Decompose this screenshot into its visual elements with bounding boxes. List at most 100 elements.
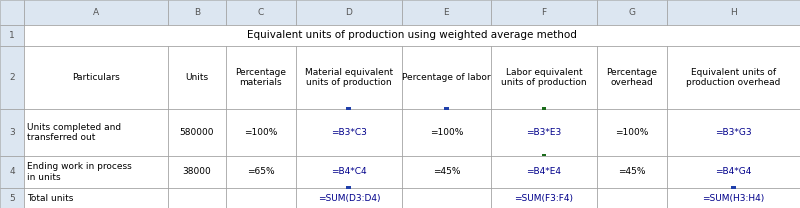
- Bar: [226, 109, 296, 156]
- Bar: [667, 109, 800, 156]
- Bar: [296, 109, 402, 156]
- Bar: [542, 154, 546, 156]
- Text: =45%: =45%: [618, 167, 646, 176]
- Bar: [597, 109, 667, 156]
- Bar: [296, 46, 402, 109]
- Bar: [402, 0, 491, 25]
- Bar: [0, 188, 24, 208]
- Text: =100%: =100%: [430, 128, 463, 137]
- Bar: [226, 156, 296, 188]
- Bar: [24, 188, 168, 208]
- Bar: [226, 156, 296, 188]
- Bar: [226, 188, 296, 208]
- Bar: [597, 156, 667, 188]
- Bar: [597, 0, 667, 25]
- Text: 4: 4: [9, 167, 15, 176]
- Text: Ending work in process
in units: Ending work in process in units: [27, 162, 132, 182]
- Bar: [597, 188, 667, 208]
- Bar: [0, 156, 24, 188]
- Bar: [402, 109, 491, 156]
- Text: E: E: [443, 8, 450, 17]
- Bar: [402, 46, 491, 109]
- Bar: [24, 156, 168, 188]
- Bar: [226, 46, 296, 109]
- Text: 2: 2: [9, 73, 15, 82]
- Bar: [667, 156, 800, 188]
- Bar: [667, 0, 800, 25]
- Bar: [0, 0, 24, 25]
- Text: 1: 1: [9, 31, 15, 40]
- Text: =100%: =100%: [615, 128, 649, 137]
- Bar: [168, 109, 226, 156]
- Bar: [402, 188, 491, 208]
- Text: =B4*C4: =B4*C4: [331, 167, 366, 176]
- Text: Equivalent units of production using weighted average method: Equivalent units of production using wei…: [247, 30, 577, 40]
- Bar: [491, 109, 597, 156]
- Bar: [24, 188, 168, 208]
- Text: Units: Units: [186, 73, 208, 82]
- Bar: [0, 109, 24, 156]
- Bar: [168, 0, 226, 25]
- Bar: [226, 188, 296, 208]
- Bar: [597, 0, 667, 25]
- Bar: [24, 0, 168, 25]
- Bar: [402, 0, 491, 25]
- Text: C: C: [258, 8, 264, 17]
- Bar: [24, 46, 168, 109]
- Bar: [24, 46, 168, 109]
- Text: F: F: [542, 8, 546, 17]
- Bar: [296, 188, 402, 208]
- Bar: [296, 109, 402, 156]
- Text: =65%: =65%: [247, 167, 274, 176]
- Bar: [168, 46, 226, 109]
- Bar: [597, 188, 667, 208]
- Bar: [597, 109, 667, 156]
- Bar: [168, 0, 226, 25]
- Text: 5: 5: [9, 193, 15, 203]
- Bar: [296, 156, 402, 188]
- Text: Total units: Total units: [27, 193, 74, 203]
- Text: =B3*E3: =B3*E3: [526, 128, 562, 137]
- Bar: [597, 46, 667, 109]
- Bar: [346, 107, 351, 110]
- Text: 580000: 580000: [179, 128, 214, 137]
- Bar: [0, 156, 24, 188]
- Bar: [168, 46, 226, 109]
- Text: Units completed and
transferred out: Units completed and transferred out: [27, 123, 122, 142]
- Bar: [667, 156, 800, 188]
- Text: Percentage of labor: Percentage of labor: [402, 73, 490, 82]
- Text: Labor equivalent
units of production: Labor equivalent units of production: [501, 68, 587, 87]
- Bar: [226, 109, 296, 156]
- Text: =B4*G4: =B4*G4: [715, 167, 752, 176]
- Bar: [667, 188, 800, 208]
- Text: A: A: [93, 8, 99, 17]
- Text: Material equivalent
units of production: Material equivalent units of production: [305, 68, 393, 87]
- Bar: [226, 0, 296, 25]
- Text: Percentage
overhead: Percentage overhead: [606, 68, 658, 87]
- Bar: [667, 109, 800, 156]
- Bar: [226, 46, 296, 109]
- Text: 3: 3: [9, 128, 15, 137]
- Text: B: B: [194, 8, 200, 17]
- Text: G: G: [629, 8, 635, 17]
- Bar: [24, 0, 168, 25]
- Bar: [0, 25, 24, 46]
- Bar: [491, 109, 597, 156]
- Text: =SUM(D3:D4): =SUM(D3:D4): [318, 193, 380, 203]
- Text: Equivalent units of
production overhead: Equivalent units of production overhead: [686, 68, 781, 87]
- Bar: [597, 46, 667, 109]
- Bar: [0, 25, 24, 46]
- Bar: [491, 46, 597, 109]
- Bar: [296, 46, 402, 109]
- Text: =B3*C3: =B3*C3: [331, 128, 366, 137]
- Bar: [168, 109, 226, 156]
- Bar: [24, 156, 168, 188]
- Bar: [0, 188, 24, 208]
- Bar: [0, 109, 24, 156]
- Bar: [731, 186, 736, 189]
- Bar: [491, 0, 597, 25]
- Bar: [667, 188, 800, 208]
- Bar: [667, 46, 800, 109]
- Text: =B3*G3: =B3*G3: [715, 128, 752, 137]
- Bar: [296, 0, 402, 25]
